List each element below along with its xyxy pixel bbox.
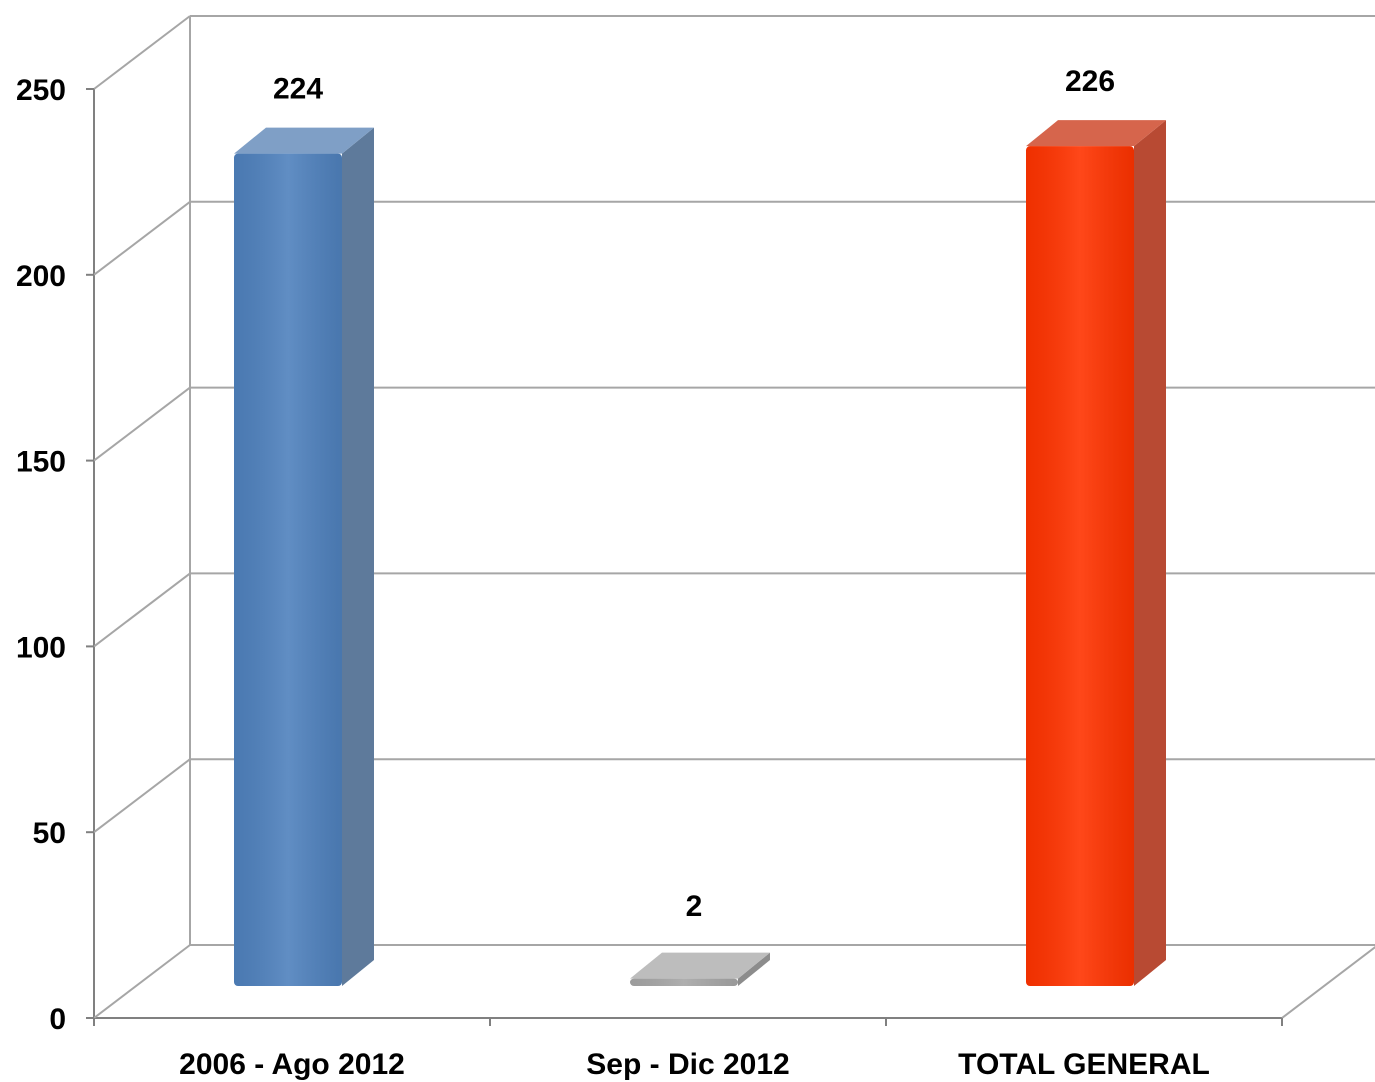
bar-shading <box>234 154 342 986</box>
gridline-side <box>94 16 190 89</box>
bar-1 <box>234 128 374 986</box>
bar-shading <box>630 979 738 986</box>
y-tick-label: 200 <box>16 260 66 293</box>
bar-side <box>1134 120 1166 986</box>
y-tick-label: 100 <box>16 631 66 664</box>
x-category-label: TOTAL GENERAL <box>958 1048 1210 1081</box>
gridline-side <box>94 202 190 275</box>
y-tick-label: 0 <box>49 1003 66 1036</box>
bar-3 <box>1026 120 1166 986</box>
x-category-label: 2006 - Ago 2012 <box>179 1048 405 1081</box>
gridline-side <box>94 573 190 646</box>
floor-right-edge <box>1282 945 1375 1018</box>
y-tick-label: 50 <box>33 817 66 850</box>
x-axis-labels: 2006 - Ago 2012 Sep - Dic 2012 TOTAL GENER… <box>179 1048 1210 1081</box>
y-tick-label: 250 <box>16 74 66 107</box>
gridline-side <box>94 759 190 832</box>
bars <box>234 120 1166 986</box>
x-category-label: Sep - Dic 2012 <box>586 1048 789 1081</box>
data-label: 2 <box>686 890 703 923</box>
gridline-side <box>94 945 190 1018</box>
data-label: 226 <box>1065 65 1115 98</box>
bar-side <box>342 128 374 986</box>
data-labels: 224 2 226 <box>273 65 1115 923</box>
bar-shading <box>1026 146 1134 986</box>
gridline-side <box>94 388 190 461</box>
data-label: 224 <box>273 73 323 106</box>
bar-2 <box>630 953 770 986</box>
y-tick-label: 150 <box>16 446 66 479</box>
